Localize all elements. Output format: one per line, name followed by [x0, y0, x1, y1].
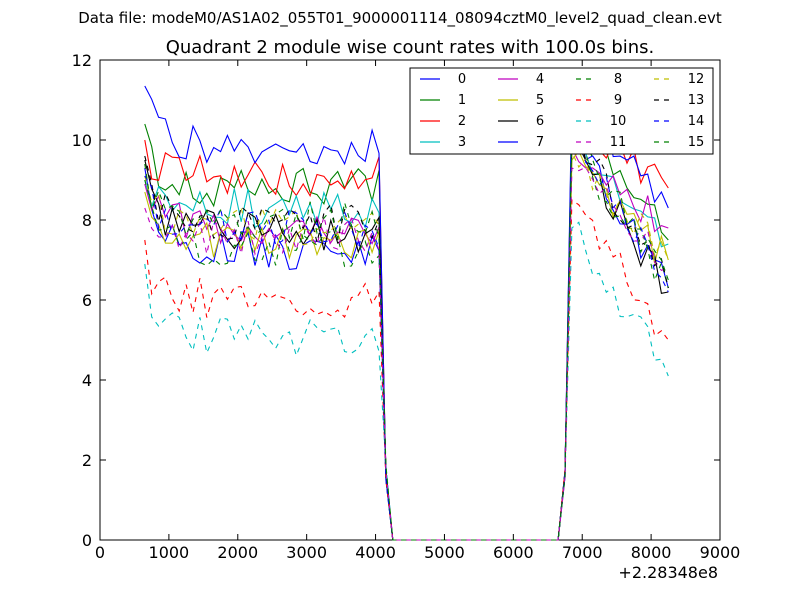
legend-label-2: 2 [458, 114, 466, 129]
series-line-12 [144, 151, 669, 541]
series-line-8 [144, 136, 669, 541]
x-tick-label: 1000 [149, 543, 190, 562]
series-line-2 [144, 106, 669, 541]
legend-label-10: 10 [610, 114, 627, 129]
x-tick-label: 6000 [493, 543, 534, 562]
legend-label-15: 15 [688, 135, 705, 150]
series-line-9 [144, 198, 669, 541]
x-tick-label: 5000 [424, 543, 465, 562]
series-line-0 [144, 125, 669, 541]
figure-suptitle: Data file: modeM0/AS1A02_055T01_90000011… [78, 9, 722, 28]
series-line-1 [144, 106, 669, 541]
legend-label-7: 7 [536, 135, 544, 150]
series-line-10 [144, 221, 669, 541]
series-line-6 [144, 138, 669, 541]
x-axis-offset-label: +2.28348e8 [618, 563, 718, 582]
legend-label-4: 4 [536, 72, 544, 87]
legend-label-9: 9 [614, 93, 622, 108]
legend-label-12: 12 [688, 72, 705, 87]
y-tick-label: 2 [82, 451, 92, 470]
x-tick-label: 7000 [562, 543, 603, 562]
x-tick-label: 3000 [286, 543, 327, 562]
y-tick-label: 4 [82, 371, 92, 390]
legend-label-0: 0 [458, 72, 466, 87]
legend-label-6: 6 [536, 114, 544, 129]
y-tick-label: 10 [72, 131, 92, 150]
legend-box [409, 67, 714, 155]
x-tick-label: 8000 [631, 543, 672, 562]
legend-label-13: 13 [688, 93, 705, 108]
x-tick-label: 2000 [217, 543, 258, 562]
series-line-13 [144, 121, 669, 541]
axis-ticks: 0 1000 2000 3000 4000 5000 6000 7000 8000 9000 0 2 4… [72, 51, 741, 562]
legend-label-5: 5 [536, 93, 544, 108]
series-line-4 [144, 147, 669, 541]
chart-title: Quadrant 2 module wise count rates with … [166, 37, 655, 58]
legend-label-11: 11 [610, 135, 627, 150]
y-tick-label: 6 [82, 291, 92, 310]
y-tick-label: 0 [82, 531, 92, 550]
legend-label-14: 14 [688, 114, 705, 129]
series-line-3 [144, 125, 669, 541]
series-line-15 [144, 123, 669, 541]
series-line-11 [144, 166, 669, 541]
x-tick-label: 4000 [355, 543, 396, 562]
y-tick-label: 12 [72, 51, 92, 70]
legend-label-1: 1 [458, 93, 466, 108]
legend-label-8: 8 [614, 72, 622, 87]
x-tick-label: 9000 [700, 543, 741, 562]
x-tick-label: 0 [95, 543, 105, 562]
y-tick-label: 8 [82, 211, 92, 230]
series-line-5 [144, 149, 669, 541]
legend-label-3: 3 [458, 135, 466, 150]
